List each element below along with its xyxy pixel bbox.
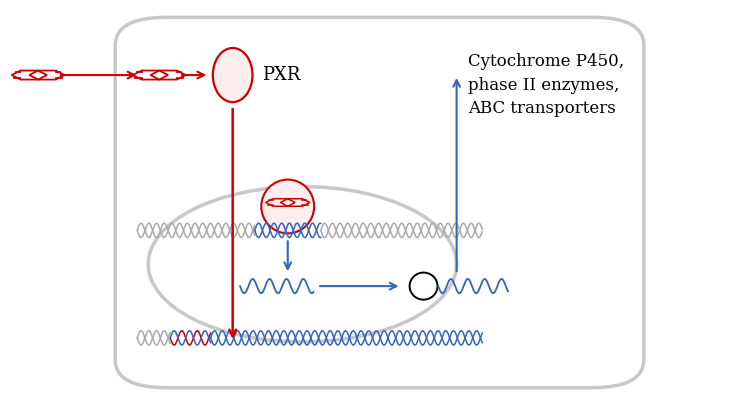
Text: PXR: PXR: [262, 66, 301, 84]
Ellipse shape: [262, 180, 314, 233]
Ellipse shape: [213, 48, 253, 102]
Text: Cytochrome P450,
phase II enzymes,
ABC transporters: Cytochrome P450, phase II enzymes, ABC t…: [467, 53, 624, 117]
Ellipse shape: [410, 273, 438, 300]
